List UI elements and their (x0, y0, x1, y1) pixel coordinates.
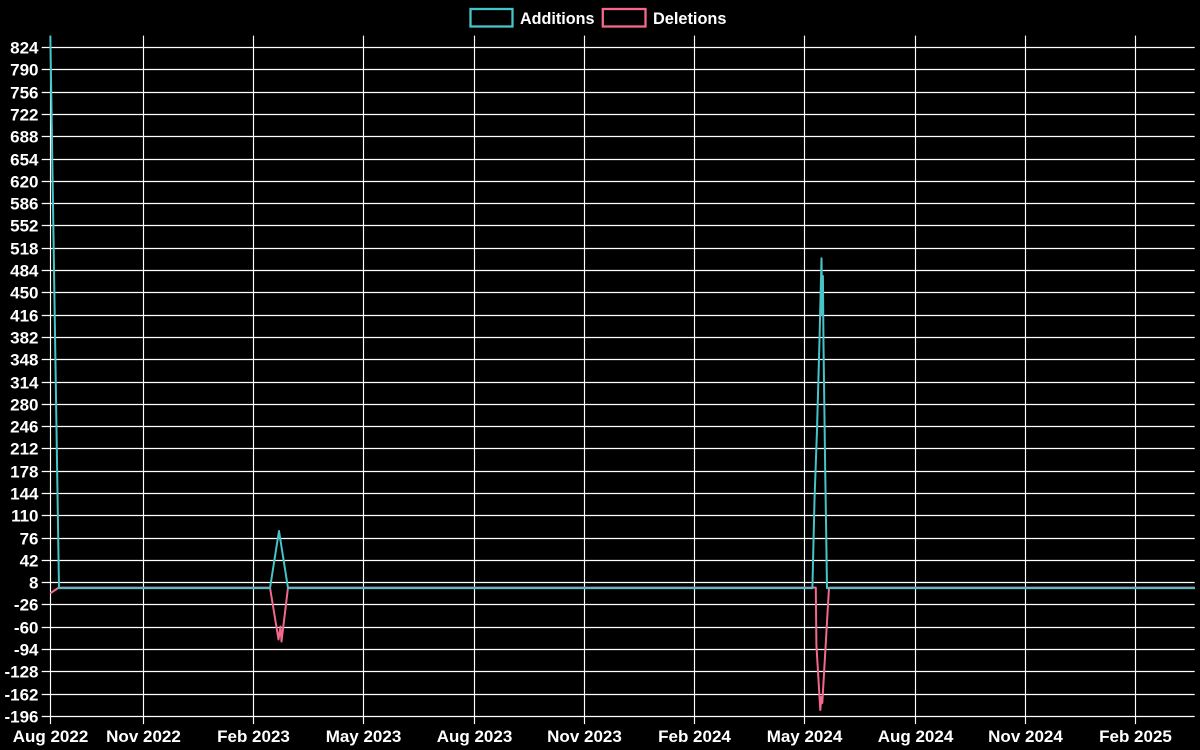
svg-text:Nov 2022: Nov 2022 (106, 727, 181, 746)
svg-text:382: 382 (10, 329, 38, 348)
svg-text:Feb 2025: Feb 2025 (1099, 727, 1172, 746)
svg-text:Additions: Additions (520, 9, 595, 28)
svg-text:280: 280 (10, 396, 38, 415)
svg-text:246: 246 (10, 418, 38, 437)
svg-text:212: 212 (10, 440, 38, 459)
svg-text:-60: -60 (14, 619, 39, 638)
svg-text:May 2024: May 2024 (767, 727, 843, 746)
svg-text:-94: -94 (14, 641, 39, 660)
svg-text:416: 416 (10, 307, 38, 326)
svg-text:620: 620 (10, 173, 38, 192)
svg-text:Deletions: Deletions (653, 9, 727, 28)
svg-text:178: 178 (10, 463, 38, 482)
svg-text:110: 110 (11, 507, 38, 526)
svg-text:688: 688 (10, 128, 38, 147)
svg-text:Feb 2023: Feb 2023 (217, 727, 290, 746)
svg-text:348: 348 (10, 351, 38, 370)
svg-text:Aug 2023: Aug 2023 (437, 727, 513, 746)
svg-text:518: 518 (10, 240, 38, 259)
svg-text:586: 586 (10, 195, 38, 214)
svg-text:Feb 2024: Feb 2024 (658, 727, 731, 746)
svg-text:756: 756 (10, 84, 38, 103)
svg-text:Nov 2023: Nov 2023 (547, 727, 622, 746)
svg-text:-26: -26 (14, 596, 39, 615)
svg-text:76: 76 (20, 530, 39, 549)
svg-text:Nov 2024: Nov 2024 (988, 727, 1063, 746)
svg-text:42: 42 (20, 552, 39, 571)
svg-text:May 2023: May 2023 (326, 727, 402, 746)
svg-text:8: 8 (29, 574, 38, 593)
svg-text:-196: -196 (4, 708, 38, 727)
svg-text:-162: -162 (4, 686, 38, 705)
svg-text:790: 790 (10, 61, 38, 80)
svg-text:552: 552 (10, 217, 38, 236)
svg-text:654: 654 (10, 151, 39, 170)
svg-text:314: 314 (10, 374, 39, 393)
svg-text:722: 722 (10, 106, 38, 125)
svg-text:-128: -128 (4, 663, 38, 682)
svg-text:824: 824 (10, 39, 39, 58)
svg-text:Aug 2024: Aug 2024 (878, 727, 954, 746)
svg-text:Aug 2022: Aug 2022 (13, 727, 89, 746)
svg-text:144: 144 (10, 485, 39, 504)
svg-text:484: 484 (10, 262, 39, 281)
svg-text:450: 450 (10, 284, 38, 303)
